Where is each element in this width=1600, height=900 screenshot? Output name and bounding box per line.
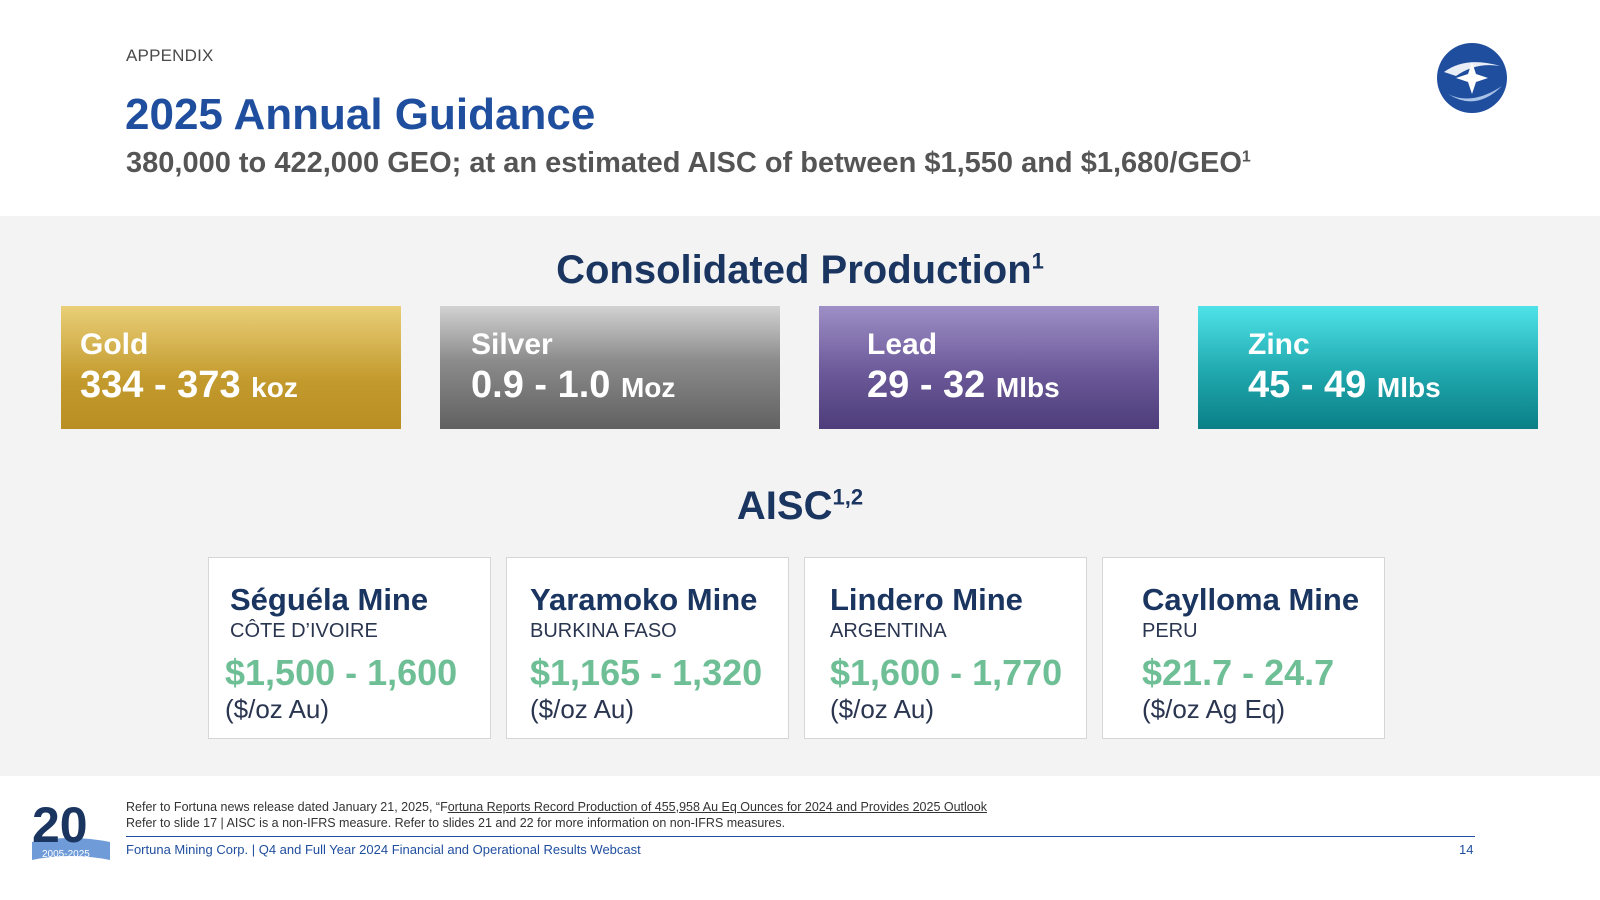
gold-card: Gold 334 - 373 koz [61,306,401,429]
page-subtitle: 380,000 to 422,000 GEO; at an estimated … [126,147,1251,180]
gold-label: Gold [80,328,149,361]
mine-cost-unit: ($/oz Au) [530,694,635,724]
production-heading-text: Consolidated Production [556,248,1032,292]
mine-country: CÔTE D’IVOIRE [230,620,378,642]
footnote-1-text: Refer to Fortuna news release dated Janu… [126,800,448,814]
mine-name: Séguéla Mine [230,582,429,617]
anniversary-number: 20 [32,798,88,853]
zinc-unit: Mlbs [1376,372,1441,403]
aisc-heading-text: AISC [736,484,833,528]
footnote-1: Refer to Fortuna news release dated Janu… [126,800,987,814]
lead-value: 29 - 32 Mlbs [867,364,1159,407]
page-number: 14 [1459,842,1474,857]
silver-card: Silver 0.9 - 1.0 Moz [440,306,780,429]
silver-unit: Moz [620,372,676,403]
section-label: APPENDIX [126,46,214,65]
silver-label: Silver [471,328,553,361]
gold-value: 334 - 373 koz [80,364,401,407]
production-heading-footnote-marker: 1 [1031,248,1044,274]
page-subtitle-text: 380,000 to 422,000 GEO; at an estimated … [126,147,1242,179]
production-heading: Consolidated Production1 [0,248,1600,293]
mine-cost: $1,165 - 1,320 [530,652,763,693]
silver-range: 0.9 - 1.0 [471,364,611,406]
mine-country: BURKINA FASO [530,620,677,642]
zinc-label: Zinc [1248,328,1310,361]
mine-cost-unit: ($/oz Au) [225,694,330,724]
zinc-value: 45 - 49 Mlbs [1248,364,1538,407]
mine-card-yaramoko: Yaramoko Mine BURKINA FASO $1,165 - 1,32… [506,557,789,739]
page-subtitle-footnote-marker: 1 [1241,148,1251,166]
gold-range: 334 - 373 [80,364,241,406]
anniversary-20-icon: 20 2005-2025 [32,798,110,860]
mine-card-caylloma: Caylloma Mine PERU $21.7 - 24.7 ($/oz Ag… [1102,557,1385,739]
mine-cost-unit: ($/oz Au) [830,694,935,724]
fortuna-logo-icon [1437,43,1507,113]
mine-cost: $1,500 - 1,600 [225,652,458,693]
lead-range: 29 - 32 [867,364,986,406]
anniversary-years: 2005-2025 [42,849,90,860]
news-release-link[interactable]: ortuna Reports Record Production of 455,… [447,800,987,814]
mine-name: Yaramoko Mine [530,582,758,617]
mine-card-lindero: Lindero Mine ARGENTINA $1,600 - 1,770 ($… [804,557,1087,739]
aisc-heading-footnote-marker: 1,2 [832,484,864,510]
mine-cost: $21.7 - 24.7 [1142,652,1335,693]
silver-value: 0.9 - 1.0 Moz [471,364,780,407]
mine-country: ARGENTINA [830,620,947,642]
footnote-2: Refer to slide 17 | AISC is a non-IFRS m… [126,816,786,830]
mine-name: Caylloma Mine [1142,582,1360,617]
mine-card-seguela: Séguéla Mine CÔTE D’IVOIRE $1,500 - 1,60… [208,557,491,739]
zinc-card: Zinc 45 - 49 Mlbs [1198,306,1538,429]
lead-label: Lead [867,328,938,361]
footer-text: Fortuna Mining Corp. | Q4 and Full Year … [126,842,641,857]
mine-cost: $1,600 - 1,770 [830,652,1063,693]
mine-name: Lindero Mine [830,582,1023,617]
aisc-heading: AISC1,2 [0,484,1600,529]
lead-unit: Mlbs [995,372,1060,403]
zinc-range: 45 - 49 [1248,364,1367,406]
page-title: 2025 Annual Guidance [125,90,596,139]
mine-country: PERU [1142,620,1198,642]
lead-card: Lead 29 - 32 Mlbs [819,306,1159,429]
mine-cost-unit: ($/oz Ag Eq) [1142,694,1286,724]
footer-divider [126,836,1475,837]
gold-unit: koz [251,372,298,403]
